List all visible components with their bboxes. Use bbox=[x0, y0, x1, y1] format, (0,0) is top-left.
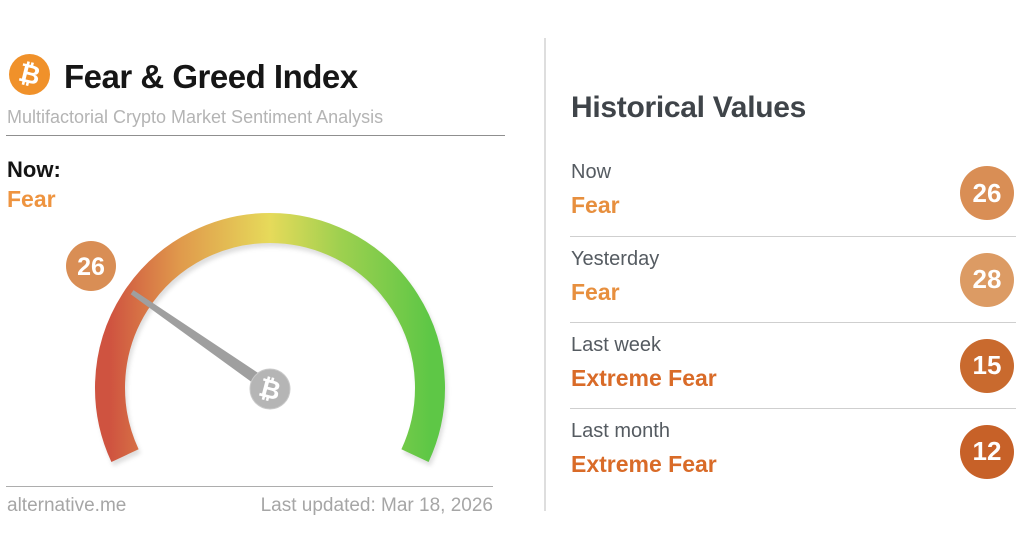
historical-values-list: Now Fear 26 Yesterday Fear 28 Last week … bbox=[570, 150, 1016, 494]
now-label: Now: bbox=[7, 157, 61, 182]
source-link[interactable]: alternative.me bbox=[7, 495, 127, 516]
row-period: Yesterday bbox=[571, 248, 660, 270]
row-period: Last month bbox=[571, 420, 670, 442]
bitcoin-icon: ₿ bbox=[15, 56, 44, 92]
row-value-badge: 15 bbox=[960, 338, 1014, 393]
now-classification: Fear bbox=[7, 186, 56, 212]
page-title: Fear & Greed Index bbox=[64, 58, 358, 95]
panel-divider bbox=[544, 38, 546, 511]
fear-greed-gauge: 26 ₿ bbox=[66, 213, 447, 466]
gauge-needle bbox=[130, 290, 274, 393]
historical-row-yesterday: Yesterday Fear 28 bbox=[570, 236, 1016, 322]
row-classification: Extreme Fear bbox=[571, 365, 717, 391]
row-period: Now bbox=[571, 161, 612, 183]
row-classification: Fear bbox=[571, 279, 620, 305]
row-value-badge: 12 bbox=[960, 424, 1014, 479]
row-value-badge: 26 bbox=[960, 166, 1014, 220]
gauge-value-label: 26 bbox=[77, 253, 105, 281]
row-period: Last week bbox=[571, 334, 662, 356]
header-divider bbox=[6, 135, 505, 136]
bitcoin-logo: ₿ bbox=[9, 54, 50, 95]
historical-row-now: Now Fear 26 bbox=[570, 150, 1016, 236]
row-value-badge: 28 bbox=[960, 252, 1014, 307]
historical-row-last-week: Last week Extreme Fear 15 bbox=[570, 322, 1016, 408]
gauge-value-badge bbox=[66, 241, 116, 291]
row-classification: Extreme Fear bbox=[571, 451, 717, 477]
row-classification: Fear bbox=[571, 192, 620, 218]
page-subtitle: Multifactorial Crypto Market Sentiment A… bbox=[7, 107, 384, 127]
gauge-hub bbox=[249, 368, 291, 410]
historical-row-last-month: Last month Extreme Fear 12 bbox=[570, 408, 1016, 494]
last-updated-text: Last updated: Mar 18, 2026 bbox=[260, 495, 493, 516]
footer-divider bbox=[6, 486, 493, 487]
historical-values-heading: Historical Values bbox=[571, 91, 807, 124]
gauge-arc bbox=[95, 213, 445, 462]
